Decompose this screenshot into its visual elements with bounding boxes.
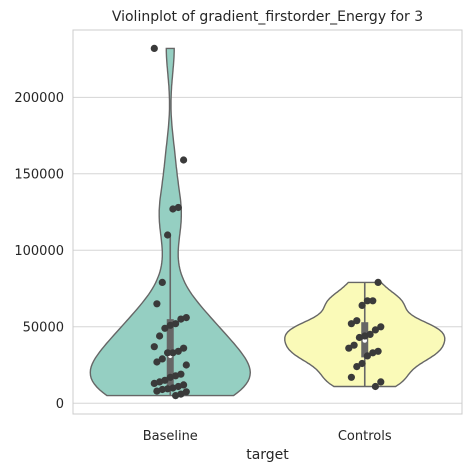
data-point [182, 314, 190, 322]
data-point [150, 379, 158, 387]
data-point [369, 349, 377, 357]
data-point [169, 205, 177, 213]
data-point [164, 385, 172, 393]
data-point [150, 44, 158, 53]
x-tick-label: Baseline [143, 429, 198, 444]
data-point [150, 343, 158, 351]
data-point [174, 382, 182, 391]
data-point [153, 300, 161, 308]
x-tick-labels: Baseline Controls [143, 429, 392, 444]
data-point [180, 156, 188, 164]
chart-title: Violinplot of gradient_firstorder_Energy… [112, 9, 423, 25]
y-tick-label: 150000 [14, 167, 64, 182]
data-point [166, 321, 174, 329]
median-controls [362, 338, 367, 343]
data-point [156, 332, 164, 340]
data-point [172, 392, 180, 400]
data-point [353, 363, 361, 371]
strip-points [150, 44, 385, 400]
data-point [180, 344, 188, 352]
data-point [182, 388, 190, 396]
data-point [182, 361, 190, 369]
data-point [369, 297, 377, 305]
data-point [350, 341, 358, 349]
data-point [363, 352, 371, 360]
data-point [169, 384, 177, 392]
data-point [174, 203, 182, 212]
data-point [174, 347, 182, 355]
data-point [345, 344, 353, 352]
data-point [371, 326, 379, 334]
y-tick-label: 200000 [14, 91, 64, 106]
data-point [371, 382, 379, 391]
violin-bodies [89, 47, 446, 397]
data-point [169, 349, 177, 357]
data-point [158, 355, 166, 363]
data-point [353, 317, 361, 325]
data-point [153, 387, 161, 395]
y-tick-label: 100000 [14, 244, 64, 259]
data-point [177, 315, 185, 323]
data-point [377, 378, 385, 386]
data-point [374, 278, 382, 286]
data-point [358, 301, 366, 309]
violin-baseline [89, 47, 252, 397]
x-tick-label: Controls [338, 429, 392, 444]
data-point [377, 323, 385, 331]
y-tick-label: 0 [56, 397, 64, 412]
data-point [358, 359, 366, 368]
data-point [347, 373, 355, 381]
data-point [158, 278, 166, 286]
plot-frame [72, 29, 463, 415]
data-point [153, 358, 161, 366]
y-tick-label: 50000 [23, 320, 64, 335]
data-point [355, 333, 363, 342]
data-point [164, 349, 172, 357]
data-point [164, 231, 172, 239]
data-point [161, 324, 169, 332]
data-point [363, 297, 371, 305]
x-axis-label: target [246, 447, 289, 463]
data-point [347, 320, 355, 328]
data-point [166, 373, 174, 381]
y-tick-labels: 0 50000 100000 150000 200000 [14, 91, 64, 412]
data-point [158, 385, 166, 394]
data-point [361, 332, 369, 340]
